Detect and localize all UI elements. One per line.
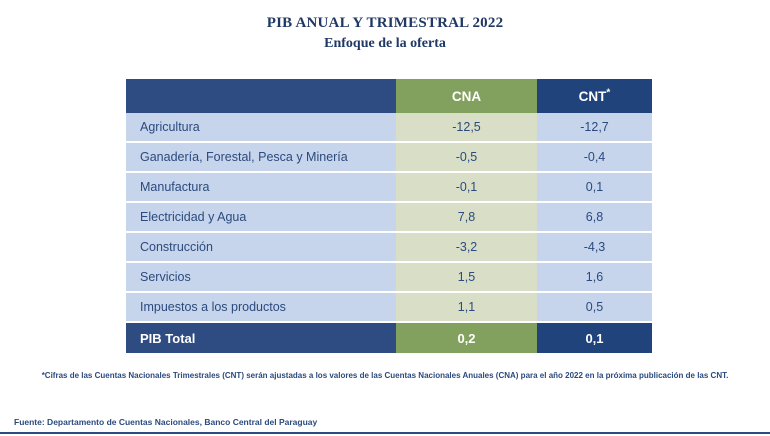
row-label: Manufactura [126, 172, 396, 203]
row-label: Agricultura [126, 113, 396, 143]
column-header-cnt-label: CNT [578, 88, 607, 104]
table-footer: PIB Total 0,2 0,1 [126, 322, 652, 353]
footnote-marker-icon: * [606, 87, 611, 98]
column-header-cna: CNA [396, 79, 537, 113]
row-label: Electricidad y Agua [126, 202, 396, 233]
row-value-cnt: 0,1 [537, 172, 652, 203]
column-header-category [126, 79, 396, 113]
page-title: PIB ANUAL Y TRIMESTRAL 2022 [266, 15, 504, 31]
row-value-cnt: -12,7 [537, 113, 652, 143]
title-block: PIB ANUAL Y TRIMESTRAL 2022 Enfoque de l… [0, 13, 770, 53]
row-value-cna: -3,2 [396, 232, 537, 263]
row-value-cna: 1,1 [396, 292, 537, 323]
row-value-cnt: 0,5 [537, 292, 652, 323]
row-value-cna: 1,5 [396, 262, 537, 293]
row-value-cna: -0,5 [396, 142, 537, 173]
gdp-table-container: CNA CNT* Agricultura -12,5 -12,7 Ganader… [126, 79, 652, 353]
footnote-text: *Cifras de las Cuentas Nacionales Trimes… [41, 371, 729, 380]
table-row: Construcción -3,2 -4,3 [126, 232, 652, 263]
total-row: PIB Total 0,2 0,1 [126, 322, 652, 353]
row-label: Construcción [126, 232, 396, 263]
row-value-cna: -0,1 [396, 172, 537, 203]
table-row: Electricidad y Agua 7,8 6,8 [126, 202, 652, 233]
table-row: Servicios 1,5 1,6 [126, 262, 652, 293]
row-value-cnt: 6,8 [537, 202, 652, 233]
row-value-cna: -12,5 [396, 113, 537, 143]
table-row: Ganadería, Forestal, Pesca y Minería -0,… [126, 142, 652, 173]
source-text: Fuente: Departamento de Cuentas Nacional… [14, 417, 318, 427]
column-header-cnt: CNT* [537, 79, 652, 113]
row-label: Ganadería, Forestal, Pesca y Minería [126, 142, 396, 173]
table-body: Agricultura -12,5 -12,7 Ganadería, Fores… [126, 113, 652, 323]
table-row: Impuestos a los productos 1,1 0,5 [126, 292, 652, 323]
page-subtitle: Enfoque de la oferta [324, 36, 446, 51]
row-value-cnt: 1,6 [537, 262, 652, 293]
gdp-table: CNA CNT* Agricultura -12,5 -12,7 Ganader… [126, 79, 652, 353]
total-label: PIB Total [126, 322, 396, 353]
column-header-cna-label: CNA [451, 88, 482, 104]
table-row: Agricultura -12,5 -12,7 [126, 113, 652, 143]
row-label: Servicios [126, 262, 396, 293]
total-value-cnt: 0,1 [537, 322, 652, 353]
table-row: Manufactura -0,1 0,1 [126, 172, 652, 203]
row-value-cnt: -0,4 [537, 142, 652, 173]
table-header-row: CNA CNT* [126, 79, 652, 113]
row-label: Impuestos a los productos [126, 292, 396, 323]
row-value-cnt: -4,3 [537, 232, 652, 263]
table-header: CNA CNT* [126, 79, 652, 113]
row-value-cna: 7,8 [396, 202, 537, 233]
total-value-cna: 0,2 [396, 322, 537, 353]
bottom-divider [0, 432, 770, 434]
